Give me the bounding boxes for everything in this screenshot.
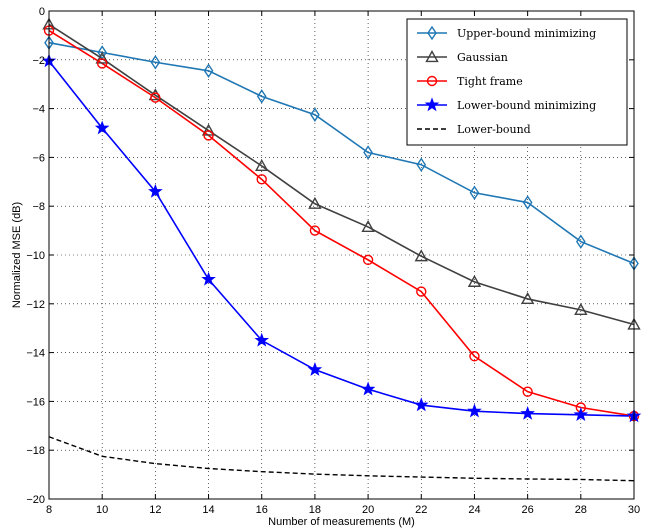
y-tick-label: 0: [39, 6, 45, 18]
y-tick-label: −6: [32, 152, 45, 164]
x-tick-label: 18: [309, 504, 321, 516]
y-tick-label: −20: [26, 494, 45, 506]
y-tick-label: −12: [26, 299, 45, 311]
y-tick-label: −10: [26, 250, 45, 262]
series-4-marker: [573, 407, 589, 422]
series-4-marker: [94, 120, 110, 135]
legend-label-4: Lower-bound minimizing: [457, 99, 596, 112]
legend-marker-2: [425, 50, 439, 63]
series-3-marker: [362, 254, 374, 266]
series-3-marker: [416, 286, 427, 297]
series-1-marker: [416, 157, 427, 172]
x-tick-labels: 8 10 12 14 16 18 20 22 24 26 28 30: [46, 504, 640, 516]
x-tick-label: 22: [415, 504, 427, 516]
x-tick-label: 20: [362, 504, 374, 516]
legend-label-2: Gaussian: [457, 51, 508, 64]
series-3-marker: [256, 174, 267, 185]
series-2-marker: [95, 51, 109, 64]
legend-label-3: Tight frame: [457, 75, 523, 88]
x-tick-label: 10: [96, 504, 108, 516]
series-4-marker: [520, 405, 535, 420]
y-tick-labels: 0 −2 −4 −6 −8 −10 −12 −14 −16 −18 −20: [26, 6, 45, 506]
series-3-marker: [203, 130, 214, 141]
y-tick-label: −16: [26, 396, 45, 408]
legend-marker-1: [427, 25, 437, 41]
series-1-marker: [203, 63, 214, 79]
series-2-marker: [255, 158, 269, 172]
series-4-marker: [307, 362, 323, 376]
series-1-marker: [310, 107, 320, 122]
series-1-marker: [522, 195, 533, 210]
series-4-marker: [467, 403, 482, 418]
series-2-marker: [467, 274, 482, 287]
y-tick-label: −2: [32, 55, 45, 67]
legend: Upper-bound minimizing Gaussian Tight fram…: [406, 18, 628, 146]
x-tick-label: 14: [202, 504, 214, 516]
series-3-marker: [309, 225, 321, 236]
series-line-1: [48, 41, 635, 265]
y-tick-label: −8: [32, 201, 45, 213]
series-line-2: [48, 23, 635, 326]
y-tick-label: −14: [26, 348, 45, 360]
legend-marker-4: [424, 97, 440, 112]
series-line-5: [48, 436, 635, 482]
x-tick-label: 16: [256, 504, 268, 516]
series-1-marker: [363, 145, 373, 160]
y-tick-label: −18: [26, 445, 45, 457]
series-3-marker: [522, 386, 533, 397]
series-4-marker: [148, 183, 163, 198]
legend-marker-3: [426, 75, 438, 87]
series-2-marker: [520, 291, 535, 305]
series-4-marker: [360, 381, 376, 396]
series-line-4: [48, 60, 635, 417]
series-1-marker: [469, 185, 480, 201]
series-2-marker: [574, 302, 588, 315]
series-2-marker: [361, 219, 375, 233]
series-2-marker: [308, 196, 322, 209]
series-lines: [48, 23, 635, 482]
x-axis-label: Number of measurements (M): [268, 516, 415, 528]
x-tick-label: 8: [46, 504, 52, 516]
series-1-marker: [150, 54, 161, 70]
series-4-marker: [201, 271, 216, 286]
series-4-marker: [254, 332, 270, 347]
x-tick-label: 26: [522, 504, 534, 516]
legend-box: [406, 18, 628, 146]
y-tick-label: −4: [32, 104, 45, 116]
x-tick-label: 30: [628, 504, 640, 516]
x-tick-label: 28: [575, 504, 587, 516]
series-line-3: [48, 29, 635, 417]
y-axis-label: Normalized MSE (dB): [11, 202, 23, 308]
series-2-marker: [414, 249, 428, 262]
x-tick-label: 24: [468, 504, 480, 516]
series-2-marker: [201, 123, 216, 136]
series-3-marker: [96, 58, 108, 69]
legend-label-1: Upper-bound minimizing: [457, 27, 596, 40]
series-3-marker: [469, 351, 480, 362]
x-tick-label: 12: [149, 504, 161, 516]
grid: [49, 11, 634, 499]
legend-label-5: Lower-bound: [457, 123, 531, 136]
axis-ticks: [48, 10, 635, 500]
series-4-marker: [413, 397, 429, 412]
series-3-marker: [150, 92, 161, 103]
series-1-marker: [575, 234, 586, 249]
series-1-marker: [256, 89, 267, 104]
